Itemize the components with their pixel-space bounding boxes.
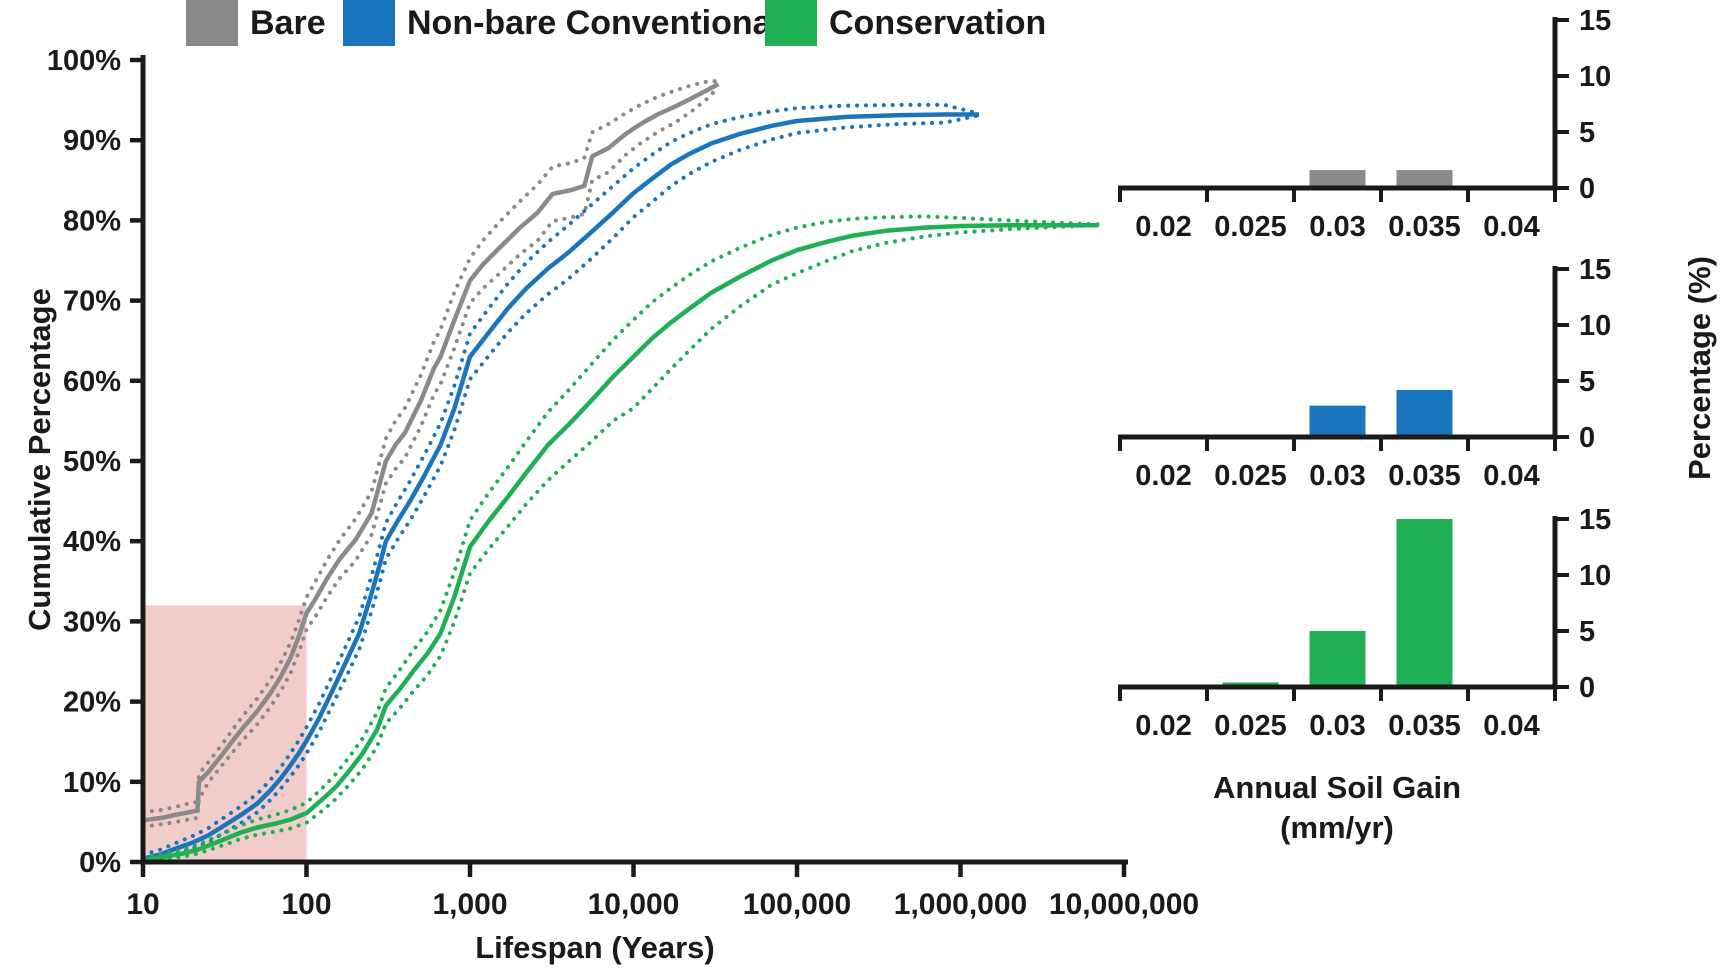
main-x-tick-label: 10,000	[588, 888, 680, 921]
legend-item-conservation: Conservation	[765, 0, 1046, 46]
hist-y-tick-label: 5	[1579, 616, 1595, 648]
right-panel-x-axis-title-line1: Annual Soil Gain	[1212, 770, 1461, 805]
series-bare-upper-ci	[141, 78, 721, 815]
series-bare-line	[142, 82, 720, 823]
legend-item-nonbare: Non-bare Conventional	[343, 0, 781, 46]
main-y-tick-label: 80%	[63, 205, 121, 237]
hist-x-tick-label: 0.04	[1483, 710, 1539, 742]
legend-item-bare: Bare	[186, 0, 326, 46]
hist-conservation-bar-0.03	[1309, 631, 1366, 687]
main-y-tick-label: 20%	[63, 687, 121, 719]
bare-swatch-icon	[186, 0, 238, 46]
hist-y-tick-label: 10	[1579, 310, 1611, 342]
series-conservation-upper-ci	[141, 214, 1101, 860]
conservation-swatch-icon	[765, 0, 817, 46]
hist-non-bare-conventional-bar-0.03	[1309, 405, 1366, 437]
right-panel-x-axis-title-line2: (mm/yr)	[1280, 810, 1394, 845]
main-x-tick-label: 1,000	[432, 888, 507, 921]
main-y-tick-label: 70%	[63, 286, 121, 318]
hist-x-tick-label: 0.02	[1135, 710, 1191, 742]
main-y-tick-label: 10%	[63, 767, 121, 799]
main-y-tick-label: 0%	[79, 847, 121, 879]
legend-label: Bare	[250, 3, 326, 42]
series-conservation-lower-ci	[141, 223, 1101, 864]
main-x-tick-label: 100,000	[743, 888, 851, 921]
main-x-tick-label: 100	[281, 888, 331, 921]
legend-label: Non-bare Conventional	[407, 3, 782, 42]
hist-y-tick-label: 5	[1579, 366, 1595, 398]
hist-x-tick-label: 0.025	[1214, 710, 1287, 742]
main-y-axis-title: Cumulative Percentage	[22, 288, 57, 631]
series-conservation	[141, 214, 1101, 864]
main-y-tick-label: 30%	[63, 606, 121, 638]
hist-y-tick-label: 15	[1579, 5, 1611, 37]
main-y-tick-label: 90%	[63, 125, 121, 157]
hist-x-tick-label: 0.04	[1483, 211, 1539, 243]
hist-x-tick-label: 0.04	[1483, 460, 1539, 492]
hist-bare: 0.02 0.025 0.03 0.035 0.04 0 5 10 15	[1118, 5, 1611, 243]
main-y-tick-label: 50%	[63, 446, 121, 478]
hist-y-tick-label: 10	[1579, 560, 1611, 592]
hist-x-tick-label: 0.035	[1388, 460, 1461, 492]
main-x-tick-label: 1,000,000	[894, 888, 1027, 921]
series-bare	[141, 78, 721, 829]
main-y-tick-label: 40%	[63, 526, 121, 558]
hist-y-tick-label: 10	[1579, 61, 1611, 93]
hist-bare-bar-0.03	[1309, 170, 1366, 188]
main-y-ticks: 0% 10% 20% 30% 40% 50% 60% 70% 80% 90% 100%	[47, 45, 143, 879]
hist-y-tick-label: 0	[1579, 173, 1595, 205]
hist-x-tick-label: 0.03	[1309, 211, 1365, 243]
main-y-tick-label: 100%	[47, 45, 121, 77]
series-non-bare-conventional-line	[142, 112, 980, 861]
hist-x-tick-label: 0.03	[1309, 460, 1365, 492]
main-y-tick-label: 60%	[63, 366, 121, 398]
hist-y-tick-label: 15	[1579, 504, 1611, 536]
hist-non-bare-conventional: 0.02 0.025 0.03 0.035 0.04 0 5 10 15	[1118, 254, 1611, 492]
main-x-tick-label: 10,000,000	[1049, 888, 1199, 921]
hist-x-tick-label: 0.03	[1309, 710, 1365, 742]
hist-y-tick-label: 0	[1579, 672, 1595, 704]
hist-y-tick-label: 5	[1579, 117, 1595, 149]
series-bare-lower-ci	[141, 85, 721, 829]
hist-bare-bar-0.035	[1396, 170, 1453, 188]
hist-non-bare-conventional-bar-0.035	[1396, 389, 1453, 437]
main-x-axis-title: Lifespan (Years)	[475, 930, 715, 965]
legend: Bare Non-bare Conventional Conservation	[0, 0, 1725, 56]
hist-y-tick-label: 0	[1579, 422, 1595, 454]
main-x-tick-label: 10	[126, 888, 159, 921]
hist-x-tick-label: 0.025	[1214, 460, 1287, 492]
hist-x-tick-label: 0.035	[1388, 211, 1461, 243]
hist-x-tick-label: 0.02	[1135, 211, 1191, 243]
hist-y-tick-label: 15	[1579, 254, 1611, 286]
hist-conservation: 0.02 0.025 0.03 0.035 0.04 0 5 10 15	[1118, 504, 1611, 742]
hist-x-tick-label: 0.025	[1214, 211, 1287, 243]
right-panel-y-axis-title: Percentage (%)	[1682, 256, 1717, 480]
hist-x-tick-label: 0.02	[1135, 460, 1191, 492]
nonbare-swatch-icon	[343, 0, 395, 46]
main-chart: 0% 10% 20% 30% 40% 50% 60% 70% 80% 90% 100% 10 100 1,…	[47, 45, 1199, 921]
legend-label: Conservation	[829, 3, 1047, 42]
hist-conservation-bar-0.035	[1396, 519, 1453, 687]
series-conservation-line	[142, 222, 1099, 863]
hist-x-tick-label: 0.035	[1388, 710, 1461, 742]
series-non-bare-conventional	[141, 102, 982, 864]
main-x-ticks: 10 100 1,000 10,000 100,000 1,000,000 10,000,0…	[126, 862, 1199, 921]
